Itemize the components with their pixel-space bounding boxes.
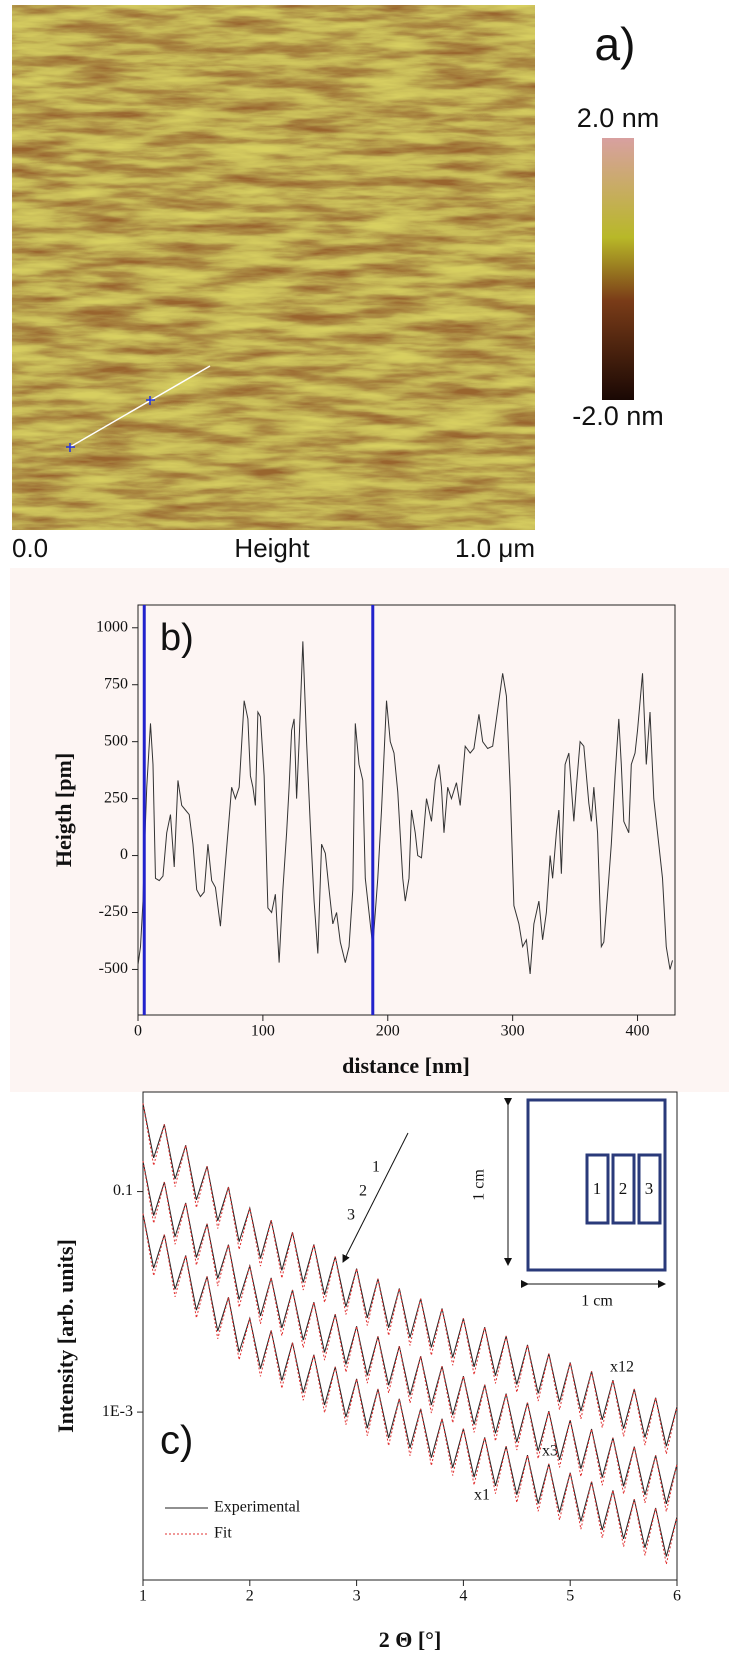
legend-label: Experimental	[214, 1499, 301, 1516]
annotation: 3	[347, 1207, 355, 1224]
y-tick-label: 0.1	[113, 1182, 133, 1199]
series-line	[137, 641, 673, 975]
plot-frame	[142, 1091, 678, 1581]
x-tick-label: 0	[134, 1023, 142, 1040]
annotation: 1	[372, 1159, 380, 1176]
profile-markers	[66, 396, 155, 452]
x-tick-label: 6	[673, 1588, 681, 1605]
panel-label: a)	[595, 18, 636, 70]
legend-label: Fit	[214, 1525, 232, 1542]
panel-background	[10, 568, 729, 1092]
series-line	[142, 1103, 678, 1447]
annotation: 1 cm	[471, 1169, 488, 1201]
colorbar	[602, 138, 634, 400]
x-tick-label: 3	[353, 1588, 361, 1605]
y-tick-label: -500	[99, 960, 128, 977]
x-axis-title: distance [nm]	[342, 1053, 470, 1078]
annotation: x3	[542, 1443, 558, 1460]
x-tick-label: 1.0 μm	[455, 533, 535, 563]
x-tick-label: 0.0	[12, 533, 48, 563]
inset	[526, 1098, 667, 1272]
y-tick-label: 0	[120, 846, 128, 863]
x-tick-label: 100	[251, 1023, 275, 1040]
series-line	[142, 1161, 678, 1512]
y-tick-label: 500	[104, 732, 128, 749]
y-tick-label: 750	[104, 675, 128, 692]
annotation: 2	[619, 1179, 628, 1198]
arrow	[342, 1132, 409, 1263]
annotation: 1 cm	[581, 1293, 613, 1310]
y-tick-label: 1000	[96, 618, 128, 635]
series-line	[142, 1213, 678, 1557]
y-tick-label: 1E-3	[102, 1403, 133, 1420]
panel-label: b)	[160, 617, 194, 659]
annotation: 3	[645, 1179, 654, 1198]
annotation: x12	[610, 1359, 634, 1376]
annotation: 1	[593, 1179, 602, 1198]
series-line	[142, 1213, 678, 1565]
series-line	[142, 1103, 678, 1455]
annotation: 2	[359, 1183, 367, 1200]
x-tick-label: 300	[501, 1023, 525, 1040]
x-tick-label: 5	[566, 1588, 574, 1605]
series-line	[142, 1160, 678, 1505]
plot-frame	[137, 604, 676, 1016]
x-tick-label: 400	[626, 1023, 650, 1040]
panel-label: c)	[160, 1419, 193, 1463]
y-axis-title: Heigth [pm]	[51, 753, 76, 867]
annotation: x1	[474, 1487, 490, 1504]
x-tick-label: 1	[139, 1588, 147, 1605]
colorbar-tick-label: -2.0 nm	[572, 401, 664, 431]
y-axis-title: Intensity [arb. units]	[53, 1239, 78, 1433]
y-tick-label: -250	[99, 903, 128, 920]
y-tick-label: 250	[104, 789, 128, 806]
x-tick-label: 4	[459, 1588, 467, 1605]
channel-label: Height	[234, 533, 310, 563]
x-tick-label: 200	[376, 1023, 400, 1040]
profile-line	[69, 365, 211, 448]
colorbar-tick-label: 2.0 nm	[577, 103, 660, 133]
afm-image	[12, 5, 535, 530]
x-axis-title: 2 Θ [°]	[379, 1627, 442, 1652]
x-tick-label: 2	[246, 1588, 254, 1605]
